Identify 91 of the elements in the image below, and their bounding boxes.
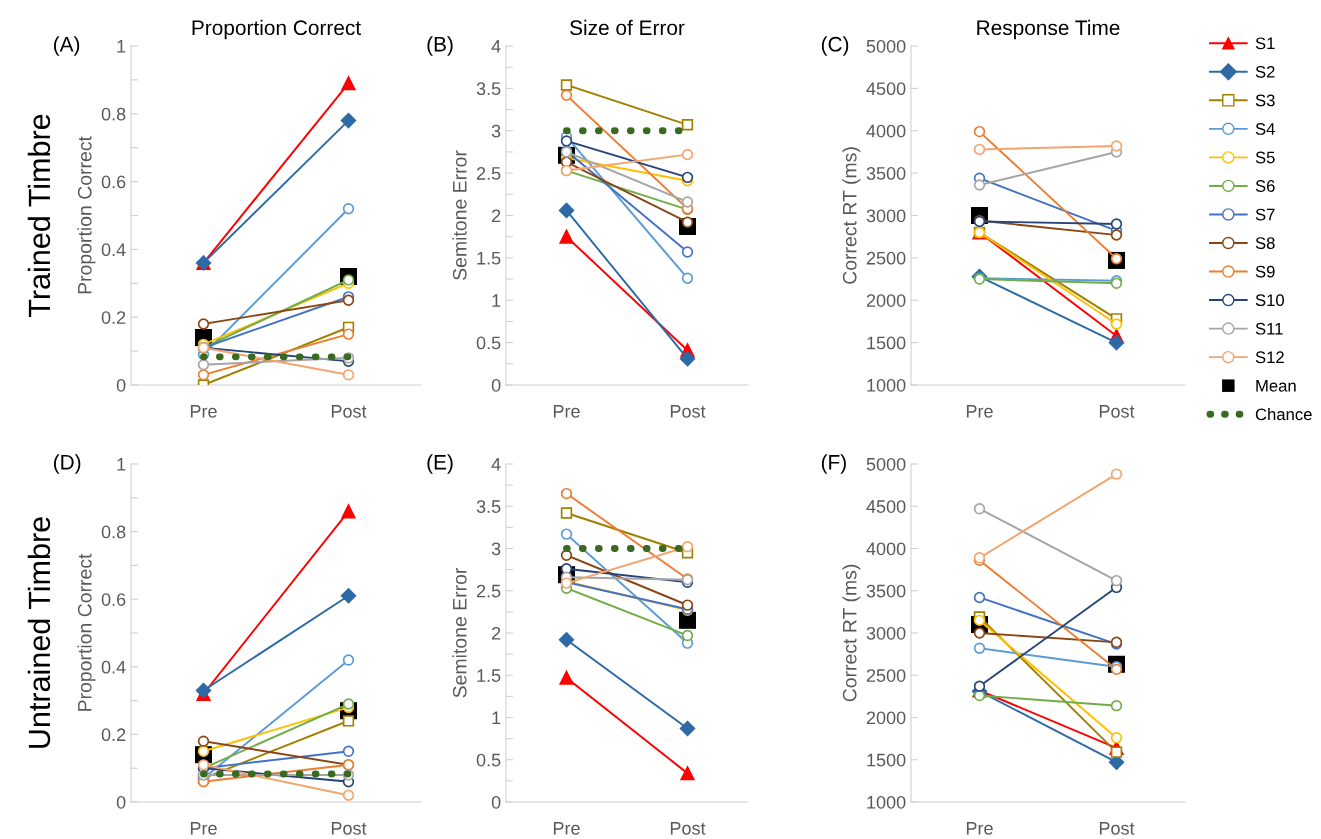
- y-tick-label: 0.8: [101, 107, 126, 121]
- legend-label: Mean: [1256, 380, 1296, 392]
- y-axis-title: Proportion Correct: [77, 553, 96, 711]
- legend-label: S12: [1255, 351, 1284, 364]
- y-tick-label: 2000: [866, 294, 906, 307]
- y-axis-title: Correct RT (ms): [842, 147, 861, 284]
- legend-label: S6: [1255, 180, 1275, 192]
- legend-label: S10: [1255, 294, 1284, 307]
- y-tick-label: 1: [117, 40, 126, 53]
- y-axis-title: Proportion Correct: [77, 136, 96, 294]
- y-tick-label: 0.4: [101, 243, 126, 257]
- legend-label: S2: [1255, 65, 1275, 78]
- y-tick-label: 2500: [866, 251, 906, 265]
- x-tick-label: Post: [670, 405, 706, 418]
- y-tick-label: 2.5: [476, 167, 501, 180]
- y-tick-label: 3000: [866, 209, 906, 223]
- y-tick-label: 1000: [867, 378, 906, 392]
- y-tick-label: 0.6: [101, 175, 126, 189]
- y-tick-label: 5000: [866, 457, 906, 471]
- y-tick-label: 3: [491, 124, 501, 138]
- x-tick-label: Pre: [553, 822, 580, 835]
- y-tick-label: 0.4: [101, 660, 126, 674]
- y-tick-label: 4000: [866, 124, 906, 138]
- y-tick-label: 3500: [866, 584, 906, 598]
- y-tick-label: 5000: [866, 39, 906, 53]
- y-tick-label: 2.5: [476, 584, 501, 598]
- chart-title: Response Time: [977, 19, 1120, 40]
- legend-label: S1: [1255, 37, 1275, 50]
- y-axis-title: Correct RT (ms): [842, 564, 861, 702]
- text: (A): [53, 36, 80, 56]
- x-tick-label: Pre: [966, 405, 993, 418]
- y-tick-label: 1500: [867, 753, 906, 767]
- x-tick-label: Post: [331, 822, 367, 835]
- y-tick-label: 4500: [866, 500, 906, 513]
- chart-title: Size of Error: [570, 19, 685, 36]
- text: Untrained Timbre: [27, 517, 51, 748]
- x-tick-label: Pre: [553, 405, 580, 418]
- y-tick-label: 1000: [867, 795, 906, 809]
- y-tick-label: 1.5: [477, 252, 501, 265]
- y-tick-label: 0.5: [476, 336, 501, 350]
- legend-label: S8: [1255, 237, 1275, 249]
- text: (D): [53, 454, 81, 474]
- x-tick-label: Pre: [966, 822, 993, 835]
- y-axis-title: Semitone Error: [452, 150, 467, 280]
- y-axis-title: Semitone Error: [452, 567, 467, 698]
- text: (F): [821, 454, 846, 474]
- x-tick-label: Pre: [190, 822, 217, 835]
- text: Trained Timbre: [27, 114, 51, 317]
- y-tick-label: 4500: [866, 82, 906, 96]
- text: (C): [821, 36, 849, 56]
- legend-label: S3: [1255, 94, 1275, 107]
- y-tick-label: 3500: [866, 167, 906, 180]
- y-tick-label: 1: [117, 458, 126, 471]
- y-tick-label: 4: [491, 458, 501, 471]
- y-tick-label: 3.5: [476, 500, 501, 513]
- y-tick-label: 1: [492, 711, 501, 725]
- y-tick-label: 4000: [866, 542, 906, 556]
- y-tick-label: 4: [491, 40, 501, 53]
- y-tick-label: 1500: [867, 336, 906, 350]
- x-tick-label: Post: [1099, 822, 1135, 835]
- y-tick-label: 3: [491, 542, 501, 556]
- y-tick-label: 1: [492, 294, 501, 307]
- y-tick-label: 0: [491, 795, 501, 809]
- legend-label: S7: [1255, 208, 1275, 221]
- y-tick-label: 0.5: [476, 753, 501, 767]
- y-tick-label: 0: [116, 795, 126, 809]
- y-tick-label: 2: [492, 209, 501, 223]
- x-tick-label: Pre: [190, 405, 217, 418]
- text: (B): [427, 36, 453, 56]
- y-tick-label: 0.2: [101, 728, 126, 742]
- y-tick-label: 2000: [866, 711, 906, 725]
- y-tick-label: 0.2: [101, 311, 126, 324]
- y-tick-label: 2: [492, 626, 501, 640]
- legend-label: S9: [1255, 265, 1275, 278]
- legend-label: S11: [1255, 322, 1283, 335]
- legend-label: S5: [1255, 151, 1275, 164]
- x-tick-label: Post: [1099, 405, 1135, 418]
- y-tick-label: 1.5: [477, 669, 501, 682]
- y-tick-label: 3000: [866, 626, 906, 640]
- y-tick-label: 0.8: [101, 525, 126, 539]
- y-tick-label: 2500: [866, 669, 906, 682]
- y-tick-label: 0: [116, 378, 126, 392]
- x-tick-label: Post: [670, 822, 706, 835]
- text: (E): [427, 454, 453, 474]
- y-tick-label: 3.5: [476, 82, 501, 96]
- x-tick-label: Post: [331, 405, 367, 418]
- chart-title: Proportion Correct: [192, 19, 361, 40]
- legend-label: Chance: [1255, 407, 1312, 421]
- y-tick-label: 0.6: [101, 593, 126, 606]
- y-tick-label: 0: [491, 378, 501, 392]
- legend-label: S4: [1255, 123, 1275, 135]
